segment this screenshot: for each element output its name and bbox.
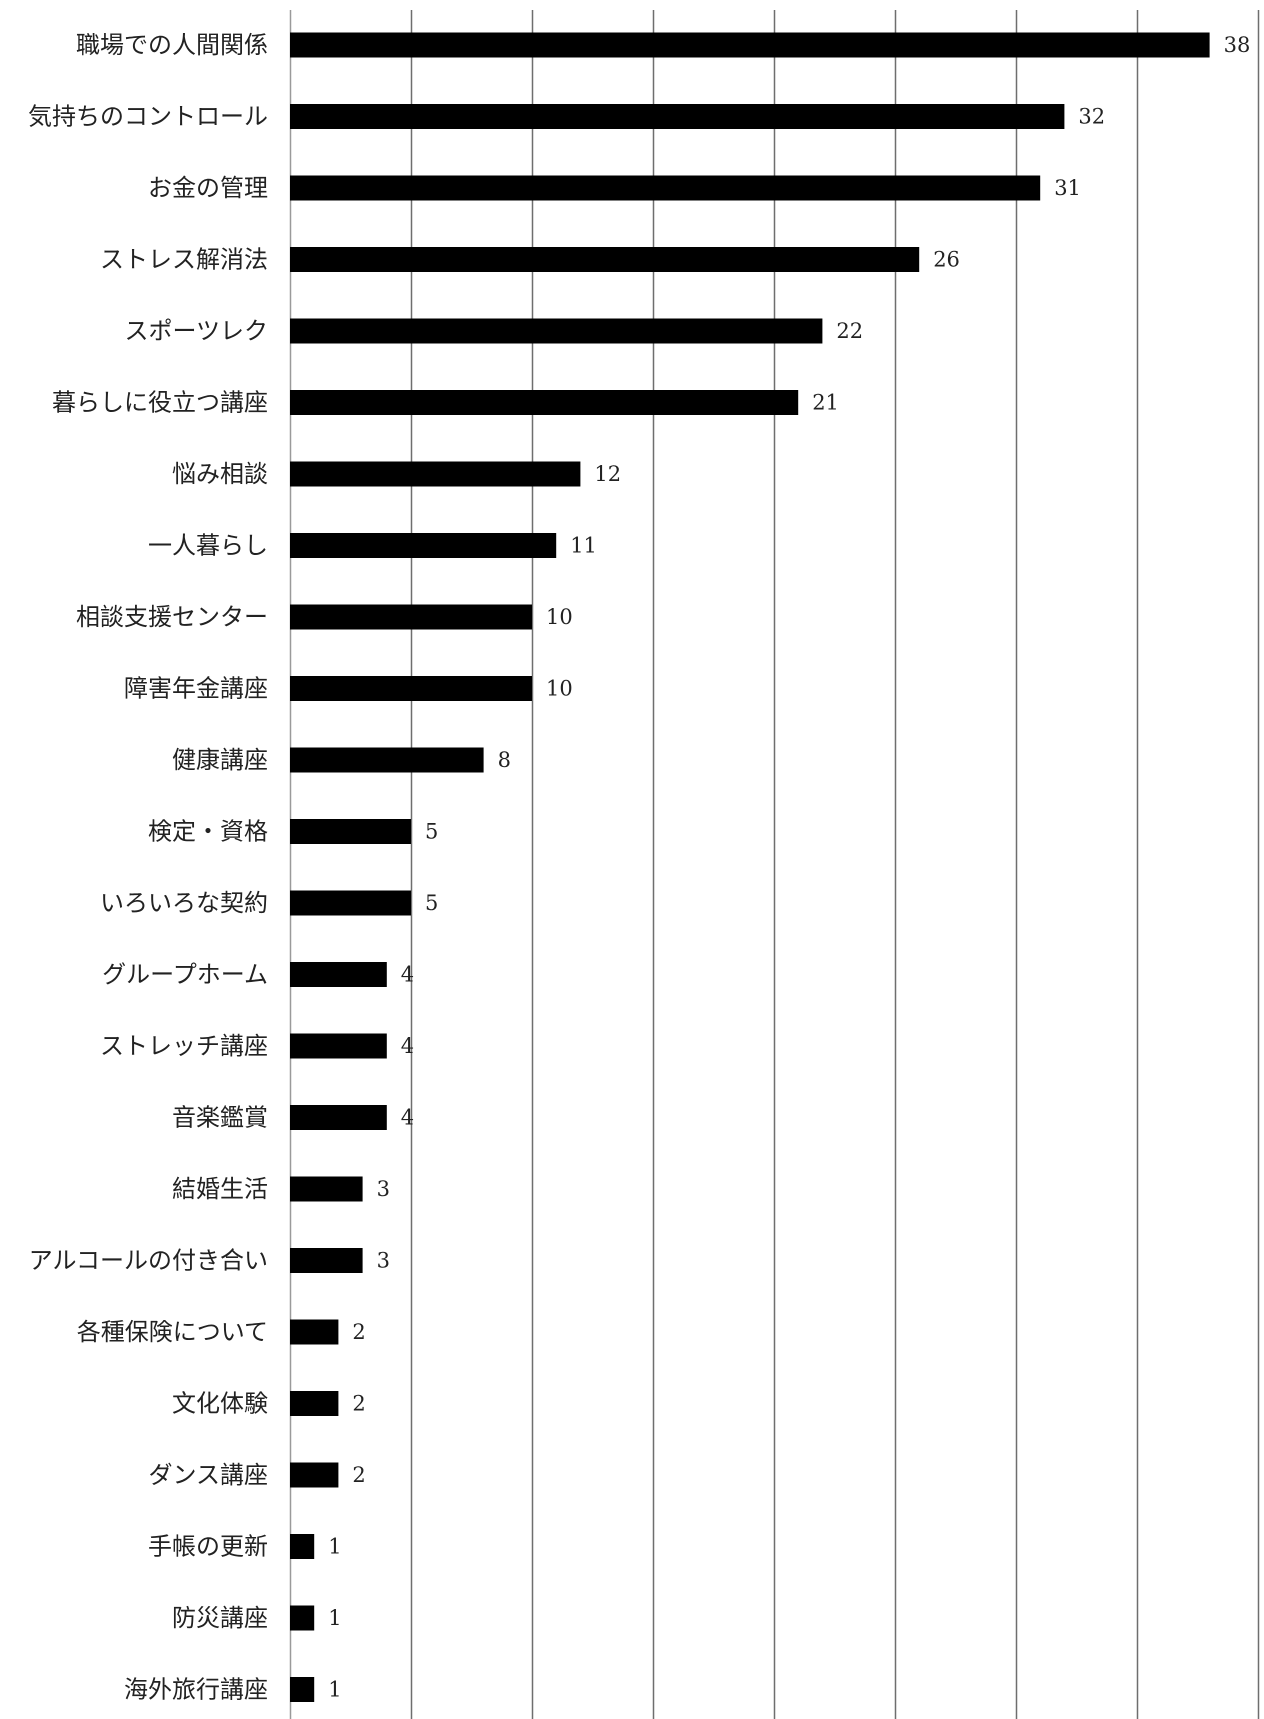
value-label-23: 1 — [328, 1606, 341, 1630]
value-label-10: 10 — [546, 677, 573, 701]
bar-9 — [290, 604, 532, 630]
bar-15 — [290, 1033, 387, 1059]
category-label-24: 海外旅行講座 — [124, 1676, 268, 1704]
bar-8 — [290, 533, 557, 558]
bar-18 — [290, 1248, 363, 1273]
value-label-19: 2 — [352, 1320, 365, 1344]
bar-16 — [290, 1105, 387, 1130]
value-label-15: 4 — [401, 1034, 414, 1058]
category-label-19: 各種保険について — [77, 1318, 268, 1346]
category-label-23: 防災講座 — [172, 1604, 268, 1632]
category-label-7: 悩み相談 — [172, 460, 268, 488]
bar-12 — [290, 819, 411, 844]
bar-6 — [290, 390, 799, 415]
category-label-5: スポーツレク — [124, 317, 268, 345]
category-label-1: 職場での人間関係 — [76, 31, 268, 59]
category-label-21: ダンス講座 — [148, 1461, 268, 1489]
value-label-6: 21 — [812, 391, 839, 415]
value-label-4: 26 — [933, 248, 960, 272]
value-label-18: 3 — [377, 1249, 390, 1273]
category-label-20: 文化体験 — [172, 1390, 268, 1418]
category-label-8: 一人暮らし — [148, 532, 268, 560]
category-label-17: 結婚生活 — [172, 1175, 268, 1203]
bar-1 — [290, 32, 1210, 58]
category-label-3: お金の管理 — [148, 174, 268, 202]
bar-19 — [290, 1319, 339, 1345]
bar-21 — [290, 1462, 339, 1488]
category-label-9: 相談支援センター — [76, 603, 268, 631]
category-label-12: 検定・資格 — [148, 818, 268, 846]
bar-7 — [290, 461, 581, 487]
value-label-8: 11 — [570, 534, 597, 558]
value-label-12: 5 — [425, 820, 438, 844]
bar-2 — [290, 104, 1065, 129]
value-label-22: 1 — [328, 1535, 341, 1559]
value-label-7: 12 — [594, 462, 621, 486]
bar-23 — [290, 1605, 315, 1631]
value-label-3: 31 — [1054, 176, 1081, 200]
value-label-9: 10 — [546, 605, 573, 629]
bar-5 — [290, 318, 823, 344]
category-label-14: グループホーム — [102, 961, 268, 989]
value-label-13: 5 — [425, 891, 438, 915]
category-label-15: ストレッチ講座 — [100, 1032, 268, 1060]
value-label-24: 1 — [328, 1678, 341, 1702]
bar-11 — [290, 747, 484, 773]
bar-20 — [290, 1391, 339, 1416]
category-label-10: 障害年金講座 — [124, 675, 268, 703]
bar-13 — [290, 890, 411, 916]
value-label-16: 4 — [401, 1106, 414, 1130]
bar-3 — [290, 175, 1041, 201]
bars — [290, 32, 1210, 1702]
grid-lines — [289, 10, 1260, 1719]
value-label-2: 32 — [1078, 105, 1105, 129]
bar-24 — [290, 1677, 315, 1702]
bar-14 — [290, 962, 387, 987]
value-label-14: 4 — [401, 963, 414, 987]
category-label-2: 気持ちのコントロール — [28, 103, 268, 131]
bar-4 — [290, 247, 920, 272]
category-label-13: いろいろな契約 — [100, 889, 268, 917]
value-label-20: 2 — [352, 1392, 365, 1416]
bar-17 — [290, 1176, 363, 1202]
bar-10 — [290, 676, 532, 701]
category-label-18: アルコールの付き合い — [29, 1247, 268, 1275]
bar-22 — [290, 1534, 315, 1559]
category-label-22: 手帳の更新 — [148, 1533, 268, 1561]
category-label-16: 音楽鑑賞 — [172, 1104, 268, 1132]
category-labels: 職場での人間関係気持ちのコントロールお金の管理ストレス解消法スポーツレク暮らしに… — [28, 31, 268, 1704]
value-label-1: 38 — [1224, 33, 1251, 57]
category-label-11: 健康講座 — [172, 746, 268, 774]
value-label-5: 22 — [836, 319, 863, 343]
value-label-17: 3 — [377, 1177, 390, 1201]
value-label-11: 8 — [498, 748, 511, 772]
category-label-4: ストレス解消法 — [100, 246, 268, 274]
value-label-21: 2 — [352, 1463, 365, 1487]
category-label-6: 暮らしに役立つ講座 — [52, 389, 268, 417]
